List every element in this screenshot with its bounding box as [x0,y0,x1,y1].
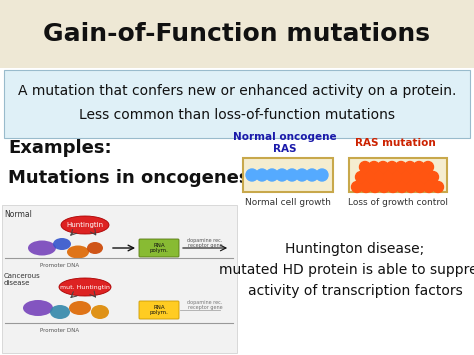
FancyBboxPatch shape [139,239,179,257]
Ellipse shape [53,238,71,250]
Circle shape [368,162,380,173]
Circle shape [413,162,425,173]
Text: mut. Huntingtin: mut. Huntingtin [60,284,110,289]
Text: Normal oncogene
RAS: Normal oncogene RAS [233,132,337,154]
Circle shape [405,181,417,192]
Circle shape [383,171,393,182]
Circle shape [296,169,308,181]
Circle shape [428,171,438,182]
Circle shape [423,181,435,192]
Ellipse shape [23,300,53,316]
Circle shape [374,171,384,182]
Text: Gain-of-Function mutations: Gain-of-Function mutations [44,22,430,46]
Circle shape [401,171,411,182]
Ellipse shape [69,301,91,315]
Text: Loss of growth control: Loss of growth control [348,198,448,207]
Circle shape [246,169,258,181]
Text: Cancerous
disease: Cancerous disease [4,273,41,286]
Circle shape [316,169,328,181]
Text: RNA
polym.: RNA polym. [150,243,168,253]
Circle shape [256,169,268,181]
Ellipse shape [28,240,56,256]
Ellipse shape [67,246,89,258]
Circle shape [386,162,398,173]
Circle shape [361,181,372,192]
Circle shape [370,181,381,192]
Circle shape [419,171,429,182]
Text: RAS mutation: RAS mutation [355,138,436,148]
Circle shape [396,181,408,192]
Circle shape [359,162,371,173]
Text: A mutation that confers new or enhanced activity on a protein.: A mutation that confers new or enhanced … [18,84,456,98]
Circle shape [410,171,420,182]
Text: Promoter DNA: Promoter DNA [40,328,80,333]
Ellipse shape [61,216,109,234]
Ellipse shape [91,305,109,319]
FancyBboxPatch shape [243,158,333,192]
Circle shape [388,181,399,192]
FancyBboxPatch shape [139,301,179,319]
FancyBboxPatch shape [349,158,447,192]
FancyBboxPatch shape [2,205,237,353]
Ellipse shape [50,305,70,319]
Circle shape [379,181,390,192]
Circle shape [377,162,389,173]
Text: Normal cell growth: Normal cell growth [245,198,331,207]
Circle shape [356,171,366,182]
Circle shape [365,171,375,182]
Text: Less common than loss-of-function mutations: Less common than loss-of-function mutati… [79,108,395,122]
Text: dopamine rec.
receptor gene: dopamine rec. receptor gene [187,300,223,310]
Circle shape [286,169,298,181]
Text: RNA
polym.: RNA polym. [150,305,168,315]
Circle shape [422,162,434,173]
Circle shape [414,181,426,192]
Circle shape [352,181,363,192]
Ellipse shape [59,278,111,296]
FancyBboxPatch shape [0,0,474,68]
Text: Normal: Normal [4,210,32,219]
Text: Huntingtin: Huntingtin [66,222,103,228]
Text: Examples:: Examples: [8,139,111,157]
Circle shape [392,171,402,182]
Text: Mutations in oncogenes: Mutations in oncogenes [8,169,249,187]
Circle shape [266,169,278,181]
Circle shape [306,169,318,181]
Text: Huntington disease;
mutated HD protein is able to suppress
activity of transcrip: Huntington disease; mutated HD protein i… [219,242,474,297]
Text: Promoter DNA: Promoter DNA [40,263,80,268]
Circle shape [395,162,407,173]
Circle shape [276,169,288,181]
Circle shape [404,162,416,173]
Ellipse shape [87,242,103,254]
FancyBboxPatch shape [4,70,470,138]
Circle shape [432,181,444,192]
Text: dopamine rec.
receptor gene: dopamine rec. receptor gene [187,237,223,248]
